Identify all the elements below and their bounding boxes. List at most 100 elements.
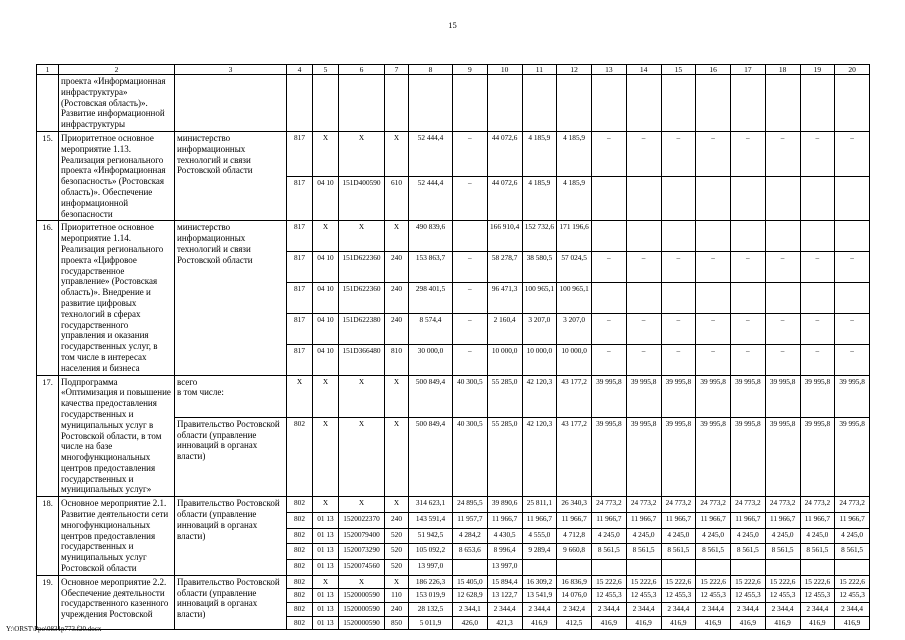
value-cell: X — [338, 574, 385, 590]
value-cell: – — [730, 343, 766, 376]
value-cell: 171 196,6 — [556, 220, 592, 253]
description-cell: Основное мероприятие 2.1. Развитие деяте… — [58, 496, 175, 576]
value-cell: 4 284,2 — [452, 527, 488, 545]
value-cell: 12 455,3 — [799, 588, 836, 604]
value-cell: 39 995,8 — [834, 374, 870, 418]
value-cell: 817 — [286, 312, 313, 345]
value-cell: 2 344,4 — [660, 602, 697, 617]
value-cell: 817 — [286, 175, 313, 222]
value-cell: 2 344,4 — [591, 602, 627, 617]
value-cell: 817 — [286, 251, 313, 284]
executor-cell: Правительство Ростовской области (управл… — [174, 496, 287, 576]
value-cell: 30 000,0 — [408, 343, 453, 376]
value-cell: X — [384, 574, 409, 590]
value-cell — [591, 559, 627, 576]
value-cell: 01 13 — [312, 615, 339, 631]
value-cell: 3 207,0 — [556, 312, 592, 345]
value-cell: 10 000,0 — [521, 343, 558, 376]
value-cell: 416,9 — [730, 615, 766, 631]
value-cell: 153 863,7 — [408, 251, 453, 284]
file-path: Y:\ORST\Ppo\0831p773.f20.docx — [6, 625, 102, 633]
value-cell: – — [625, 130, 662, 177]
value-cell: 9 660,8 — [556, 543, 592, 561]
value-cell: 8 996,4 — [486, 543, 523, 561]
value-cell: 1520000590 — [338, 615, 385, 631]
table-row: 802 01 13 1520079400 520 51 942,5 4 284,2 4 43… — [37, 527, 870, 545]
value-cell: 39 995,8 — [799, 374, 836, 418]
value-cell: 38 580,5 — [521, 251, 558, 284]
value-cell: 151D622360 — [338, 251, 385, 284]
value-cell: 39 995,8 — [834, 416, 870, 498]
value-cell: 298 401,5 — [408, 282, 453, 314]
row-number-cell: 18. — [36, 496, 59, 576]
value-cell — [660, 559, 697, 576]
value-cell: 817 — [286, 282, 313, 314]
value-cell — [486, 74, 523, 132]
value-cell — [286, 74, 313, 132]
value-cell: 16 309,2 — [521, 574, 558, 590]
description-cell: Основное мероприятие 2.2. Обеспечение де… — [58, 574, 175, 631]
value-cell: X — [312, 496, 339, 513]
value-cell — [764, 175, 801, 222]
column-header: 7 — [384, 64, 409, 75]
value-cell: 151D400590 — [338, 175, 385, 222]
value-cell: 8 561,5 — [591, 543, 627, 561]
value-cell: 240 — [384, 251, 409, 284]
value-cell: 42 120,3 — [521, 374, 558, 418]
table-row: 15. Приоритетное основное мероприятие 1.1… — [36, 130, 870, 222]
value-cell: 12 455,3 — [625, 588, 662, 604]
value-cell — [660, 74, 697, 132]
column-header: 3 — [174, 64, 287, 75]
value-cell: 151D622380 — [338, 312, 385, 345]
value-cell: 15 405,0 — [452, 574, 488, 590]
value-cell: 802 — [286, 559, 313, 576]
value-cell: – — [730, 251, 766, 284]
value-cell: 15 222,6 — [834, 574, 870, 590]
column-header: 6 — [338, 64, 385, 75]
value-cell: – — [764, 343, 801, 376]
value-cell: 40 300,5 — [452, 416, 488, 498]
value-cell: 802 — [286, 602, 313, 617]
value-cell: 11 957,7 — [452, 511, 488, 529]
value-cell: 15 222,6 — [695, 574, 731, 590]
value-cell: 39 995,8 — [764, 374, 801, 418]
value-cell: 416,9 — [834, 615, 870, 631]
value-cell: – — [695, 251, 731, 284]
value-cell: 520 — [384, 527, 409, 545]
value-cell: 416,9 — [695, 615, 731, 631]
column-header: 10 — [486, 64, 523, 75]
value-cell — [834, 282, 870, 314]
executor-cell: Правительство Ростовской области (управл… — [174, 574, 287, 631]
value-cell: – — [730, 312, 766, 345]
value-cell: 04 10 — [312, 175, 339, 222]
value-cell: 24 773,2 — [695, 496, 731, 513]
value-cell — [695, 175, 731, 222]
value-cell — [625, 559, 662, 576]
value-cell: 24 773,2 — [764, 496, 801, 513]
table-row: 16. Приоритетное основное мероприятие 1.1… — [36, 220, 870, 376]
table-row: Правительство Ростовской области (управл… — [37, 416, 870, 498]
table-row: 802 01 13 1520000590 110 153 019,9 12 628,9 13… — [37, 588, 870, 604]
value-cell: 610 — [384, 175, 409, 222]
value-cell — [591, 220, 627, 253]
value-cell: 110 — [384, 588, 409, 604]
value-cell: 11 966,7 — [591, 511, 627, 529]
value-cell — [625, 175, 662, 222]
value-cell: 416,9 — [521, 615, 558, 631]
value-cell: 11 966,7 — [834, 511, 870, 529]
value-cell: 43 177,2 — [556, 416, 592, 498]
value-cell: 500 849,4 — [408, 416, 453, 498]
row-number-cell: 17. — [36, 374, 59, 498]
value-cell: – — [799, 130, 836, 177]
value-cell: 04 10 — [312, 282, 339, 314]
value-cell: 2 344,4 — [764, 602, 801, 617]
description-cell: Приоритетное основное мероприятие 1.14. … — [58, 220, 175, 376]
table-row: 19. Основное мероприятие 2.2. Обеспечение… — [36, 574, 870, 631]
value-cell: 55 285,0 — [486, 374, 523, 418]
value-cell: 39 995,8 — [764, 416, 801, 498]
value-cell: 12 455,3 — [764, 588, 801, 604]
value-cell: 15 894,4 — [486, 574, 523, 590]
main-table: 1 2 3 4 5 6 7 8 9 10 11 12 13 14 15 16 17 18 19 20 проекта … — [36, 64, 870, 631]
value-cell: – — [695, 343, 731, 376]
column-header: 16 — [695, 64, 731, 75]
